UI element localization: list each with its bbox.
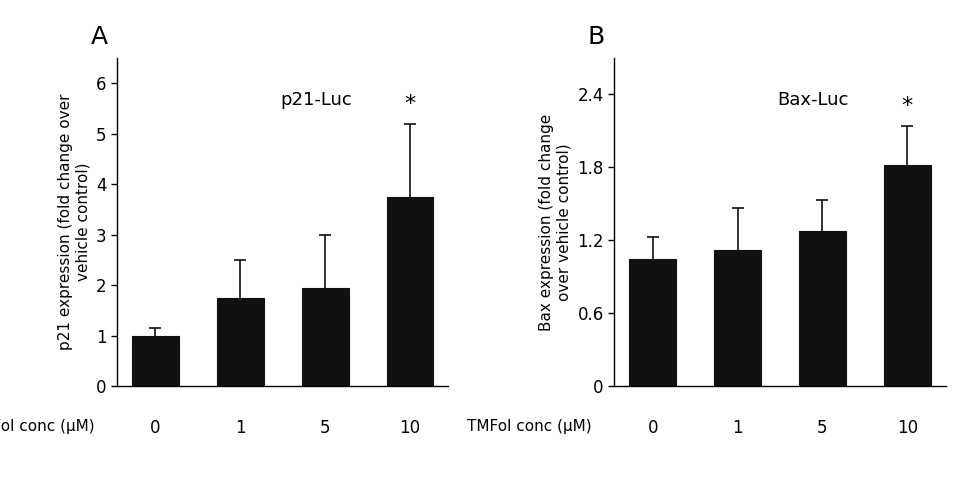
Text: *: * <box>405 94 415 114</box>
Text: TMFol conc (μM): TMFol conc (μM) <box>467 419 592 434</box>
Bar <box>387 197 434 386</box>
Text: 5: 5 <box>817 419 828 437</box>
Y-axis label: Bax expression (fold change
over vehicle control): Bax expression (fold change over vehicle… <box>539 114 571 331</box>
Bar <box>884 165 931 386</box>
Bar <box>715 250 760 386</box>
Text: 0: 0 <box>647 419 658 437</box>
Bar <box>800 231 845 386</box>
Bar <box>629 259 676 386</box>
Bar <box>217 298 263 386</box>
Bar <box>302 288 348 386</box>
Text: B: B <box>588 25 604 49</box>
Text: 1: 1 <box>235 419 246 437</box>
Text: *: * <box>902 96 913 116</box>
Text: 5: 5 <box>320 419 331 437</box>
Text: p21-Luc: p21-Luc <box>280 91 352 109</box>
Text: 10: 10 <box>897 419 917 437</box>
Text: 0: 0 <box>150 419 161 437</box>
Text: TMFol conc (μM): TMFol conc (μM) <box>0 419 95 434</box>
Y-axis label: p21 expression (fold change over
vehicle control): p21 expression (fold change over vehicle… <box>58 94 91 351</box>
Text: Bax-Luc: Bax-Luc <box>777 91 849 109</box>
Text: 10: 10 <box>400 419 420 437</box>
Text: A: A <box>91 25 107 49</box>
Bar <box>132 336 178 386</box>
Text: 1: 1 <box>732 419 743 437</box>
